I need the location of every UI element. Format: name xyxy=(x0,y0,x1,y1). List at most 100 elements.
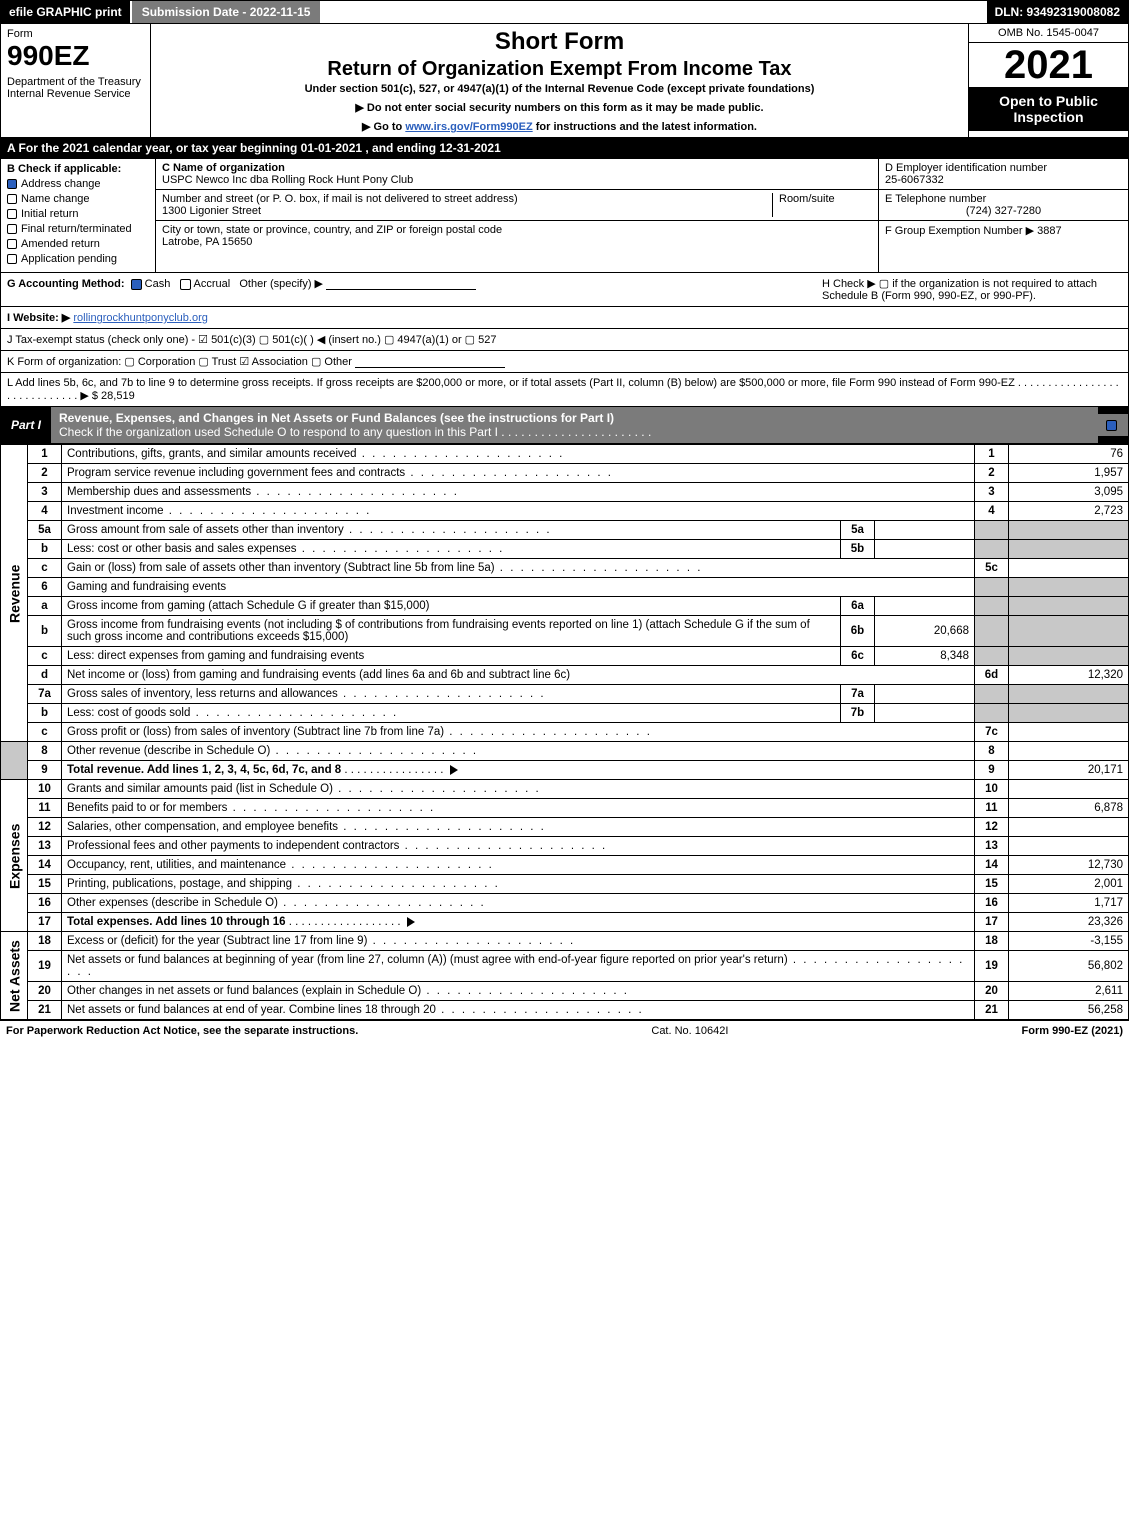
chk-label: Amended return xyxy=(21,238,100,250)
line-amount: 2,001 xyxy=(1009,875,1129,894)
table-row: d Net income or (loss) from gaming and f… xyxy=(1,666,1129,685)
line-text: Gross income from gaming (attach Schedul… xyxy=(67,600,429,612)
other-input[interactable] xyxy=(326,289,476,290)
line-num: 2 xyxy=(28,464,62,483)
part1-title-text: Revenue, Expenses, and Changes in Net As… xyxy=(59,411,614,425)
table-row: 19 Net assets or fund balances at beginn… xyxy=(1,951,1129,982)
line-amount xyxy=(1009,780,1129,799)
header-left: Form 990EZ Department of the Treasury In… xyxy=(1,24,151,137)
other-org-input[interactable] xyxy=(355,367,505,368)
line-text: Less: cost or other basis and sales expe… xyxy=(67,543,297,555)
part1-table: Revenue 1 Contributions, gifts, grants, … xyxy=(0,444,1129,1020)
arrow-icon xyxy=(450,765,458,775)
line-num: 18 xyxy=(28,932,62,951)
part1-title: Revenue, Expenses, and Changes in Net As… xyxy=(51,407,1098,443)
l-amount: 28,519 xyxy=(101,390,135,402)
line-text: Net assets or fund balances at end of ye… xyxy=(67,1004,436,1016)
chk-initial-return[interactable]: Initial return xyxy=(7,208,149,220)
chk-label: Address change xyxy=(21,178,101,190)
line-text: Program service revenue including govern… xyxy=(67,467,405,479)
inner-col: 5b xyxy=(841,540,875,559)
table-row: 15 Printing, publications, postage, and … xyxy=(1,875,1129,894)
line-col: 6d xyxy=(975,666,1009,685)
addr-label: Number and street (or P. O. box, if mail… xyxy=(162,193,518,205)
chk-amended-return[interactable]: Amended return xyxy=(7,238,149,250)
form-title: Return of Organization Exempt From Incom… xyxy=(157,58,962,81)
line-num: 1 xyxy=(28,445,62,464)
inner-amount xyxy=(875,685,975,704)
table-row: b Less: cost of goods sold 7b xyxy=(1,704,1129,723)
line-col: 1 xyxy=(975,445,1009,464)
checkbox-icon[interactable] xyxy=(131,279,142,290)
inner-col: 7a xyxy=(841,685,875,704)
table-row: Net Assets 18 Excess or (deficit) for th… xyxy=(1,932,1129,951)
website-link[interactable]: rollingrockhuntponyclub.org xyxy=(73,312,208,324)
checkbox-icon[interactable] xyxy=(180,279,191,290)
table-row: c Gross profit or (loss) from sales of i… xyxy=(1,723,1129,742)
c-name-label: C Name of organization xyxy=(162,162,285,174)
org-city-block: City or town, state or province, country… xyxy=(156,221,878,251)
line-num: 9 xyxy=(28,761,62,780)
line-amount xyxy=(1009,742,1129,761)
line-num: b xyxy=(28,540,62,559)
line-col: 16 xyxy=(975,894,1009,913)
chk-final-return[interactable]: Final return/terminated xyxy=(7,223,149,235)
line-amount xyxy=(1009,559,1129,578)
ein-block: D Employer identification number 25-6067… xyxy=(879,159,1128,190)
room-label: Room/suite xyxy=(779,193,835,205)
line-amount: 56,258 xyxy=(1009,1001,1129,1020)
line-text: Less: cost of goods sold xyxy=(67,707,190,719)
line-num: d xyxy=(28,666,62,685)
line-text: Salaries, other compensation, and employ… xyxy=(67,821,338,833)
shade-cell xyxy=(1009,521,1129,540)
line-amount xyxy=(1009,837,1129,856)
line-amount: 6,878 xyxy=(1009,799,1129,818)
side-net-assets: Net Assets xyxy=(1,932,28,1020)
form-subtitle: Under section 501(c), 527, or 4947(a)(1)… xyxy=(157,83,962,95)
group-block: F Group Exemption Number ▶ 3887 xyxy=(879,221,1128,240)
checkbox-icon xyxy=(7,194,17,204)
other-label: Other (specify) ▶ xyxy=(239,278,323,290)
chk-address-change[interactable]: Address change xyxy=(7,178,149,190)
line-text: Gross amount from sale of assets other t… xyxy=(67,524,344,536)
org-city: Latrobe, PA 15650 xyxy=(162,236,252,248)
line-col: 10 xyxy=(975,780,1009,799)
table-row: a Gross income from gaming (attach Sched… xyxy=(1,597,1129,616)
line-amount: 2,723 xyxy=(1009,502,1129,521)
org-name-block: C Name of organization USPC Newco Inc db… xyxy=(156,159,878,190)
row-g-h: G Accounting Method: Cash Accrual Other … xyxy=(0,273,1129,307)
line-num: b xyxy=(28,616,62,647)
table-row: 8 Other revenue (describe in Schedule O)… xyxy=(1,742,1129,761)
col-b-checkboxes: B Check if applicable: Address change Na… xyxy=(1,159,156,272)
line-text: Other changes in net assets or fund bala… xyxy=(67,985,421,997)
line-amount xyxy=(1009,723,1129,742)
line-num: 19 xyxy=(28,951,62,982)
table-row: 7a Gross sales of inventory, less return… xyxy=(1,685,1129,704)
row-k-org-form: K Form of organization: ▢ Corporation ▢ … xyxy=(0,351,1129,373)
col-c-org-info: C Name of organization USPC Newco Inc db… xyxy=(156,159,878,272)
line-col: 5c xyxy=(975,559,1009,578)
inner-col: 5a xyxy=(841,521,875,540)
table-row: b Less: cost or other basis and sales ex… xyxy=(1,540,1129,559)
efile-label[interactable]: efile GRAPHIC print xyxy=(1,1,130,23)
line-amount: 56,802 xyxy=(1009,951,1129,982)
phone-label: E Telephone number xyxy=(885,193,986,205)
line-num: 13 xyxy=(28,837,62,856)
line-col: 8 xyxy=(975,742,1009,761)
line-col: 7c xyxy=(975,723,1009,742)
line-col: 12 xyxy=(975,818,1009,837)
line-text: Net income or (loss) from gaming and fun… xyxy=(67,669,570,681)
table-row: c Less: direct expenses from gaming and … xyxy=(1,647,1129,666)
chk-name-change[interactable]: Name change xyxy=(7,193,149,205)
side-spacer xyxy=(1,742,28,780)
line-num: 11 xyxy=(28,799,62,818)
part1-checkbox[interactable] xyxy=(1098,414,1128,436)
submission-date: Submission Date - 2022-11-15 xyxy=(132,1,321,23)
line-text: Grants and similar amounts paid (list in… xyxy=(67,783,333,795)
chk-application-pending[interactable]: Application pending xyxy=(7,253,149,265)
goto-pre: ▶ Go to xyxy=(362,121,405,133)
table-row: 14 Occupancy, rent, utilities, and maint… xyxy=(1,856,1129,875)
line-col: 20 xyxy=(975,982,1009,1001)
irs-link[interactable]: www.irs.gov/Form990EZ xyxy=(405,121,532,133)
inner-amount xyxy=(875,521,975,540)
